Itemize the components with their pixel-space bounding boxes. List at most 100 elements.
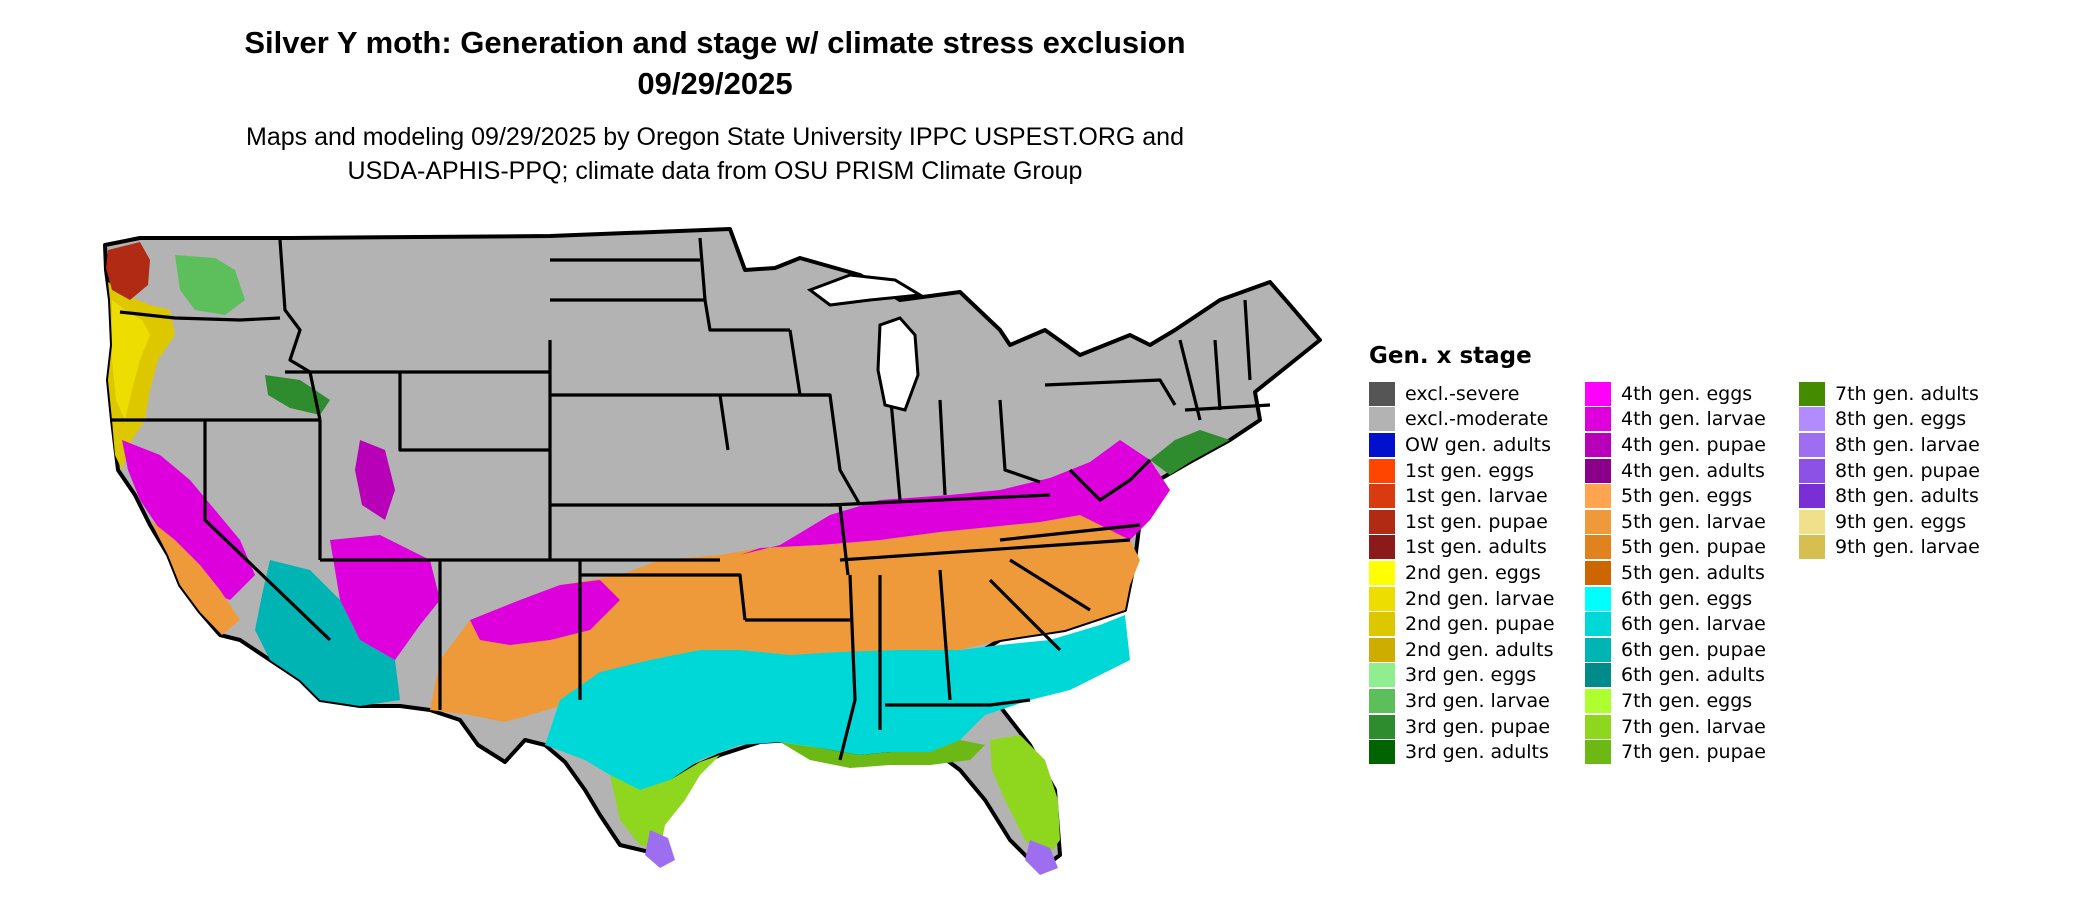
- border-va-wv: [1068, 458, 1152, 502]
- title-date: 09/29/2025: [637, 66, 793, 101]
- legend-swatch: [1585, 509, 1611, 534]
- pacific-coast-2nd-gen-eggs: [112, 300, 150, 420]
- legend-item: 5th gen. adults: [1585, 560, 1766, 586]
- legend-item: 2nd gen. pupae: [1369, 611, 1555, 637]
- legend-label: 3rd gen. adults: [1405, 741, 1549, 764]
- legend-label: 1st gen. eggs: [1405, 459, 1535, 482]
- legend-item: 7th gen. larvae: [1585, 714, 1766, 740]
- south-texas-8th-gen: [645, 830, 675, 868]
- legend-swatch: [1369, 612, 1395, 637]
- legend-item: 7th gen. pupae: [1585, 739, 1766, 765]
- legend-label: 5th gen. eggs: [1621, 485, 1753, 508]
- legend-item: 3rd gen. pupae: [1369, 714, 1555, 740]
- legend-label: 3rd gen. larvae: [1405, 689, 1550, 712]
- legend-swatch: [1585, 484, 1611, 509]
- legend-item: 3rd gen. larvae: [1369, 688, 1555, 714]
- legend-swatch: [1585, 612, 1611, 637]
- border-nc-sc: [1009, 558, 1091, 612]
- new-mexico-4th-gen: [470, 580, 620, 645]
- legend-label: 9th gen. eggs: [1835, 510, 1967, 533]
- legend-label: 2nd gen. larvae: [1405, 587, 1555, 610]
- legend-swatch: [1585, 535, 1611, 560]
- border-wy-co: [398, 372, 550, 452]
- border-tn-ky: [839, 538, 1131, 562]
- legend-item: 3rd gen. eggs: [1369, 663, 1555, 689]
- legend-swatch: [1369, 432, 1395, 457]
- legend-item: 5th gen. eggs: [1585, 483, 1766, 509]
- border-va-nc: [999, 523, 1141, 542]
- legend-label: 7th gen. larvae: [1621, 715, 1766, 738]
- legend-label: 2nd gen. adults: [1405, 638, 1554, 661]
- legend-label: 4th gen. eggs: [1621, 382, 1753, 405]
- border-id-mt-west: [278, 239, 322, 421]
- wa-interior-3rd-gen: [175, 255, 245, 315]
- legend-label: 6th gen. pupae: [1621, 638, 1766, 661]
- legend-swatch: [1799, 484, 1825, 509]
- map-subtitle: Maps and modeling 09/29/2025 by Oregon S…: [0, 120, 1430, 188]
- legend-item: 2nd gen. adults: [1369, 637, 1555, 663]
- legend-item: excl.-moderate: [1369, 407, 1555, 433]
- border-nv-ut: [203, 420, 332, 642]
- border-al-ga: [938, 569, 952, 701]
- nevada-arizona-6th-gen: [255, 560, 400, 706]
- legend-swatch: [1369, 509, 1395, 534]
- legend-swatch: [1369, 586, 1395, 611]
- legend-item: 8th gen. adults: [1799, 483, 1980, 509]
- lake-superior: [806, 273, 925, 307]
- legend-swatch: [1799, 407, 1825, 432]
- map-title: Silver Y moth: Generation and stage w/ c…: [0, 22, 1430, 104]
- legend-item: 6th gen. adults: [1585, 663, 1766, 689]
- legend-swatch: [1369, 688, 1395, 713]
- border-new-england: [1178, 299, 1271, 421]
- utah-4th-gen: [355, 440, 395, 520]
- legend-label: 9th gen. larvae: [1835, 536, 1980, 559]
- legend-swatch: [1369, 458, 1395, 483]
- texas-coast-7th-gen: [610, 755, 720, 850]
- legend-item: excl.-severe: [1369, 381, 1555, 407]
- legend-swatch: [1585, 637, 1611, 662]
- subtitle-line-2: USDA-APHIS-PPQ; climate data from OSU PR…: [347, 157, 1083, 185]
- border-pa-ny: [1044, 378, 1177, 406]
- title-line-1: Silver Y moth: Generation and stage w/ c…: [244, 25, 1186, 60]
- legend-label: 4th gen. pupae: [1621, 433, 1766, 456]
- legend-item: 8th gen. eggs: [1799, 407, 1980, 433]
- legend-swatch: [1585, 586, 1611, 611]
- legend-label: 8th gen. pupae: [1835, 459, 1980, 482]
- california-5th-gen: [150, 520, 240, 635]
- legend-item: 5th gen. pupae: [1585, 535, 1766, 561]
- legend-item: 4th gen. larvae: [1585, 407, 1766, 433]
- legend-swatch: [1369, 381, 1395, 406]
- legend-swatch: [1799, 509, 1825, 534]
- south-florida-8th-gen: [1025, 840, 1058, 875]
- border-oh-pa: [998, 399, 1041, 484]
- border-il-in: [888, 389, 902, 501]
- legend-item: 1st gen. pupae: [1369, 509, 1555, 535]
- legend-item: 1st gen. eggs: [1369, 458, 1555, 484]
- legend-item: 7th gen. eggs: [1585, 688, 1766, 714]
- legend-label: 6th gen. larvae: [1621, 613, 1766, 636]
- florida-7th-gen: [990, 735, 1060, 860]
- legend-item: 1st gen. adults: [1369, 535, 1555, 561]
- legend-label: excl.-severe: [1405, 382, 1520, 405]
- legend-item: 9th gen. larvae: [1799, 535, 1980, 561]
- border-ga-sc: [988, 578, 1062, 652]
- legend-label: 3rd gen. eggs: [1405, 664, 1537, 687]
- border-in-oh: [938, 399, 947, 496]
- legend-swatch: [1585, 714, 1611, 739]
- arizona-4th-gen: [330, 535, 440, 660]
- legend-label: 1st gen. pupae: [1405, 510, 1548, 533]
- legend-item: 7th gen. adults: [1799, 381, 1980, 407]
- legend-column-2: 4th gen. eggs 4th gen. larvae 4th gen. pup…: [1585, 381, 1766, 765]
- lake-michigan: [876, 316, 920, 412]
- legend-swatch: [1585, 688, 1611, 713]
- legend-label: 1st gen. larvae: [1405, 485, 1548, 508]
- legend-swatch: [1799, 432, 1825, 457]
- legend-item: 8th gen. larvae: [1799, 432, 1980, 458]
- legend-column-1: excl.-severe excl.-moderate OW gen. adults…: [1369, 381, 1555, 765]
- legend-column-3: 7th gen. adults 8th gen. eggs 8th gen. lar…: [1799, 381, 1980, 560]
- california-4th-gen: [122, 440, 255, 600]
- legend-item: 5th gen. larvae: [1585, 509, 1766, 535]
- legend-swatch: [1369, 714, 1395, 739]
- legend-swatch: [1799, 535, 1825, 560]
- border-dakotas: [550, 258, 705, 302]
